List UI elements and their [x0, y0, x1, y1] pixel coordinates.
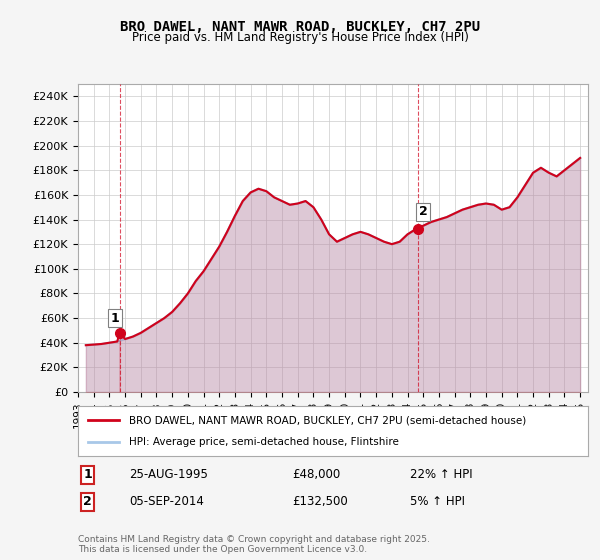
Text: 22% ↑ HPI: 22% ↑ HPI — [409, 468, 472, 482]
Text: BRO DAWEL, NANT MAWR ROAD, BUCKLEY, CH7 2PU (semi-detached house): BRO DAWEL, NANT MAWR ROAD, BUCKLEY, CH7 … — [129, 415, 526, 425]
Text: 2: 2 — [83, 496, 92, 508]
Text: £48,000: £48,000 — [292, 468, 340, 482]
Text: 25-AUG-1995: 25-AUG-1995 — [129, 468, 208, 482]
Text: £132,500: £132,500 — [292, 496, 348, 508]
Text: Price paid vs. HM Land Registry's House Price Index (HPI): Price paid vs. HM Land Registry's House … — [131, 31, 469, 44]
Text: 2: 2 — [419, 205, 427, 218]
Text: 1: 1 — [110, 311, 119, 325]
Text: 05-SEP-2014: 05-SEP-2014 — [129, 496, 204, 508]
Text: Contains HM Land Registry data © Crown copyright and database right 2025.
This d: Contains HM Land Registry data © Crown c… — [78, 535, 430, 554]
Text: 1: 1 — [83, 468, 92, 482]
Text: 5% ↑ HPI: 5% ↑ HPI — [409, 496, 464, 508]
Text: BRO DAWEL, NANT MAWR ROAD, BUCKLEY, CH7 2PU: BRO DAWEL, NANT MAWR ROAD, BUCKLEY, CH7 … — [120, 20, 480, 34]
Text: HPI: Average price, semi-detached house, Flintshire: HPI: Average price, semi-detached house,… — [129, 437, 399, 447]
